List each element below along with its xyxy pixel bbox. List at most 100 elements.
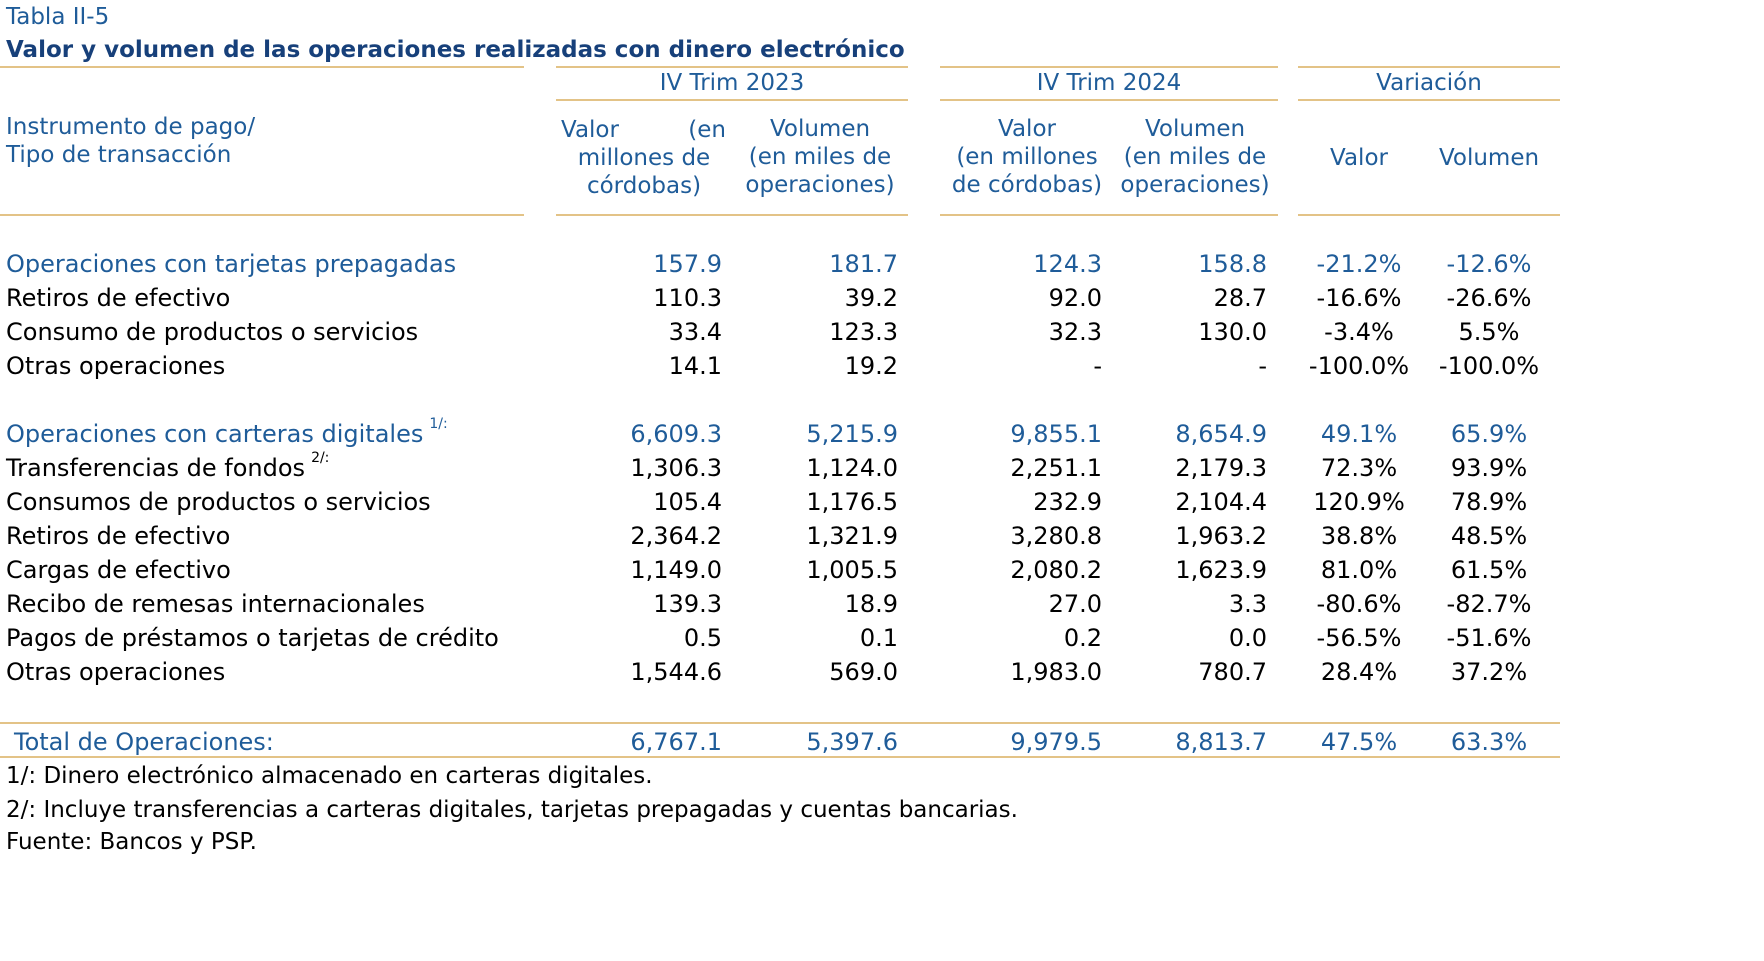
row-label-text: Consumos de productos o servicios xyxy=(6,488,431,516)
total-bottom-rule xyxy=(0,756,1560,758)
table-title: Valor y volumen de las operaciones reali… xyxy=(6,37,905,63)
footnote-1: 1/: Dinero electrónico almacenado en car… xyxy=(6,763,653,789)
row-label-text: Transferencias de fondos xyxy=(6,454,306,482)
table-cell: -100.0% xyxy=(1308,352,1410,380)
table-cell: 92.0 xyxy=(1048,284,1102,312)
table-cell: 232.9 xyxy=(1033,488,1102,516)
header-valor-2023: Valor (en millones de córdobas) xyxy=(556,115,732,200)
category-row-label: Operaciones con carteras digitales 1/: xyxy=(6,416,448,448)
table-cell: 1,623.9 xyxy=(1175,556,1267,584)
table-cell: 5.5% xyxy=(1458,318,1520,346)
table-cell: -21.2% xyxy=(1316,250,1402,278)
total-cell: 8,813.7 xyxy=(1175,728,1267,756)
group-header-variacion: Variación xyxy=(1376,70,1482,96)
table-cell: - xyxy=(1258,352,1267,380)
table-cell: 14.1 xyxy=(668,352,722,380)
table-cell: 33.4 xyxy=(668,318,722,346)
source-note: Fuente: Bancos y PSP. xyxy=(6,829,257,855)
category-row-label: Operaciones con tarjetas prepagadas xyxy=(6,250,456,278)
table-cell: 0.0 xyxy=(1228,624,1267,652)
table-cell: - xyxy=(1093,352,1102,380)
row-label-text: Otras operaciones xyxy=(6,352,226,380)
header-volumen-2024-line2: (en miles de xyxy=(1123,144,1267,170)
table-cell: 2,251.1 xyxy=(1010,454,1102,482)
group-rule-2023 xyxy=(556,99,908,101)
row-label-text: Recibo de remesas internacionales xyxy=(6,590,425,618)
total-cell: 47.5% xyxy=(1320,728,1398,756)
table-cell: 81.0% xyxy=(1320,556,1398,584)
table-cell: -56.5% xyxy=(1316,624,1402,652)
table-cell: 2,104.4 xyxy=(1175,488,1267,516)
group-rule-variacion xyxy=(1298,99,1560,101)
table-cell: 8,654.9 xyxy=(1175,420,1267,448)
table-cell: 1,983.0 xyxy=(1010,658,1102,686)
table-cell: 780.7 xyxy=(1198,658,1267,686)
table-cell: 1,005.5 xyxy=(806,556,898,584)
table-cell: 157.9 xyxy=(653,250,722,278)
header-volumen-2024-line1: Volumen xyxy=(1144,116,1246,142)
table-cell: 27.0 xyxy=(1048,590,1102,618)
table-cell: -26.6% xyxy=(1446,284,1532,312)
table-cell: 61.5% xyxy=(1450,556,1528,584)
table-cell: 5,215.9 xyxy=(806,420,898,448)
table-cell: 78.9% xyxy=(1450,488,1528,516)
footnote-marker: 2/: xyxy=(311,450,330,466)
table-cell: 3.3 xyxy=(1228,590,1267,618)
row-label: Consumos de productos o servicios xyxy=(6,488,431,516)
table-cell: 28.7 xyxy=(1213,284,1267,312)
table-cell: 1,963.2 xyxy=(1175,522,1267,550)
table-cell: 130.0 xyxy=(1198,318,1267,346)
header-valor-2024: Valor (en millones de córdobas) xyxy=(940,115,1114,199)
footnote-marker: 1/: xyxy=(429,416,448,432)
total-label: Total de Operaciones: xyxy=(14,728,274,756)
row-label: Cargas de efectivo xyxy=(6,556,231,584)
row-label: Otras operaciones xyxy=(6,352,225,380)
top-rule-2024 xyxy=(940,66,1278,68)
row-label-text: Cargas de efectivo xyxy=(6,556,231,584)
table-cell: 6,609.3 xyxy=(630,420,722,448)
header-volumen-2023-line1: Volumen xyxy=(769,116,871,142)
header-volumen-2024: Volumen (en miles de operaciones) xyxy=(1110,115,1280,199)
table-cell: 37.2% xyxy=(1450,658,1528,686)
table-cell: 1,306.3 xyxy=(630,454,722,482)
header-rule-2024 xyxy=(940,214,1278,216)
table-cell: -3.4% xyxy=(1324,318,1394,346)
table-cell: 1,149.0 xyxy=(630,556,722,584)
table-cell: 18.9 xyxy=(844,590,898,618)
header-valor-2023-line2: millones de xyxy=(577,145,711,171)
header-rule-variacion xyxy=(1298,214,1560,216)
table-cell: 2,179.3 xyxy=(1175,454,1267,482)
table-cell: 3,280.8 xyxy=(1010,522,1102,550)
top-rule-label xyxy=(0,66,524,68)
table-cell: -51.6% xyxy=(1446,624,1532,652)
header-rule-label xyxy=(0,214,524,216)
table-cell: 0.5 xyxy=(683,624,722,652)
table-cell: 139.3 xyxy=(653,590,722,618)
table-cell: 48.5% xyxy=(1450,522,1528,550)
total-cell: 9,979.5 xyxy=(1010,728,1102,756)
table-cell: -16.6% xyxy=(1316,284,1402,312)
header-valor-2023-line3: córdobas) xyxy=(586,173,702,199)
top-rule-2023 xyxy=(556,66,908,68)
table-cell: 72.3% xyxy=(1320,454,1398,482)
table-cell: 9,855.1 xyxy=(1010,420,1102,448)
row-label-text: Retiros de efectivo xyxy=(6,284,231,312)
row-label: Pagos de préstamos o tarjetas de crédito xyxy=(6,624,499,652)
header-volumen-2023-line2: (en miles de xyxy=(748,144,892,170)
row-label-text: Operaciones con carteras digitales xyxy=(6,420,424,448)
table-cell: -100.0% xyxy=(1438,352,1540,380)
row-label: Retiros de efectivo xyxy=(6,522,230,550)
table-cell: 38.8% xyxy=(1320,522,1398,550)
table-cell: 28.4% xyxy=(1320,658,1398,686)
header-valor-2023-paren: (en xyxy=(688,117,726,143)
table-cell: 569.0 xyxy=(829,658,898,686)
table-cell: 93.9% xyxy=(1450,454,1528,482)
row-label: Transferencias de fondos 2/: xyxy=(6,450,329,482)
group-header-2024: IV Trim 2024 xyxy=(1036,70,1182,96)
top-rule-variacion xyxy=(1298,66,1560,68)
row-label-header-line1: Instrumento de pago/ xyxy=(6,114,256,140)
row-label-text: Pagos de préstamos o tarjetas de crédito xyxy=(6,624,499,652)
total-cell: 63.3% xyxy=(1450,728,1528,756)
footnote-2: 2/: Incluye transferencias a carteras di… xyxy=(6,797,1018,823)
table-cell: 49.1% xyxy=(1320,420,1398,448)
